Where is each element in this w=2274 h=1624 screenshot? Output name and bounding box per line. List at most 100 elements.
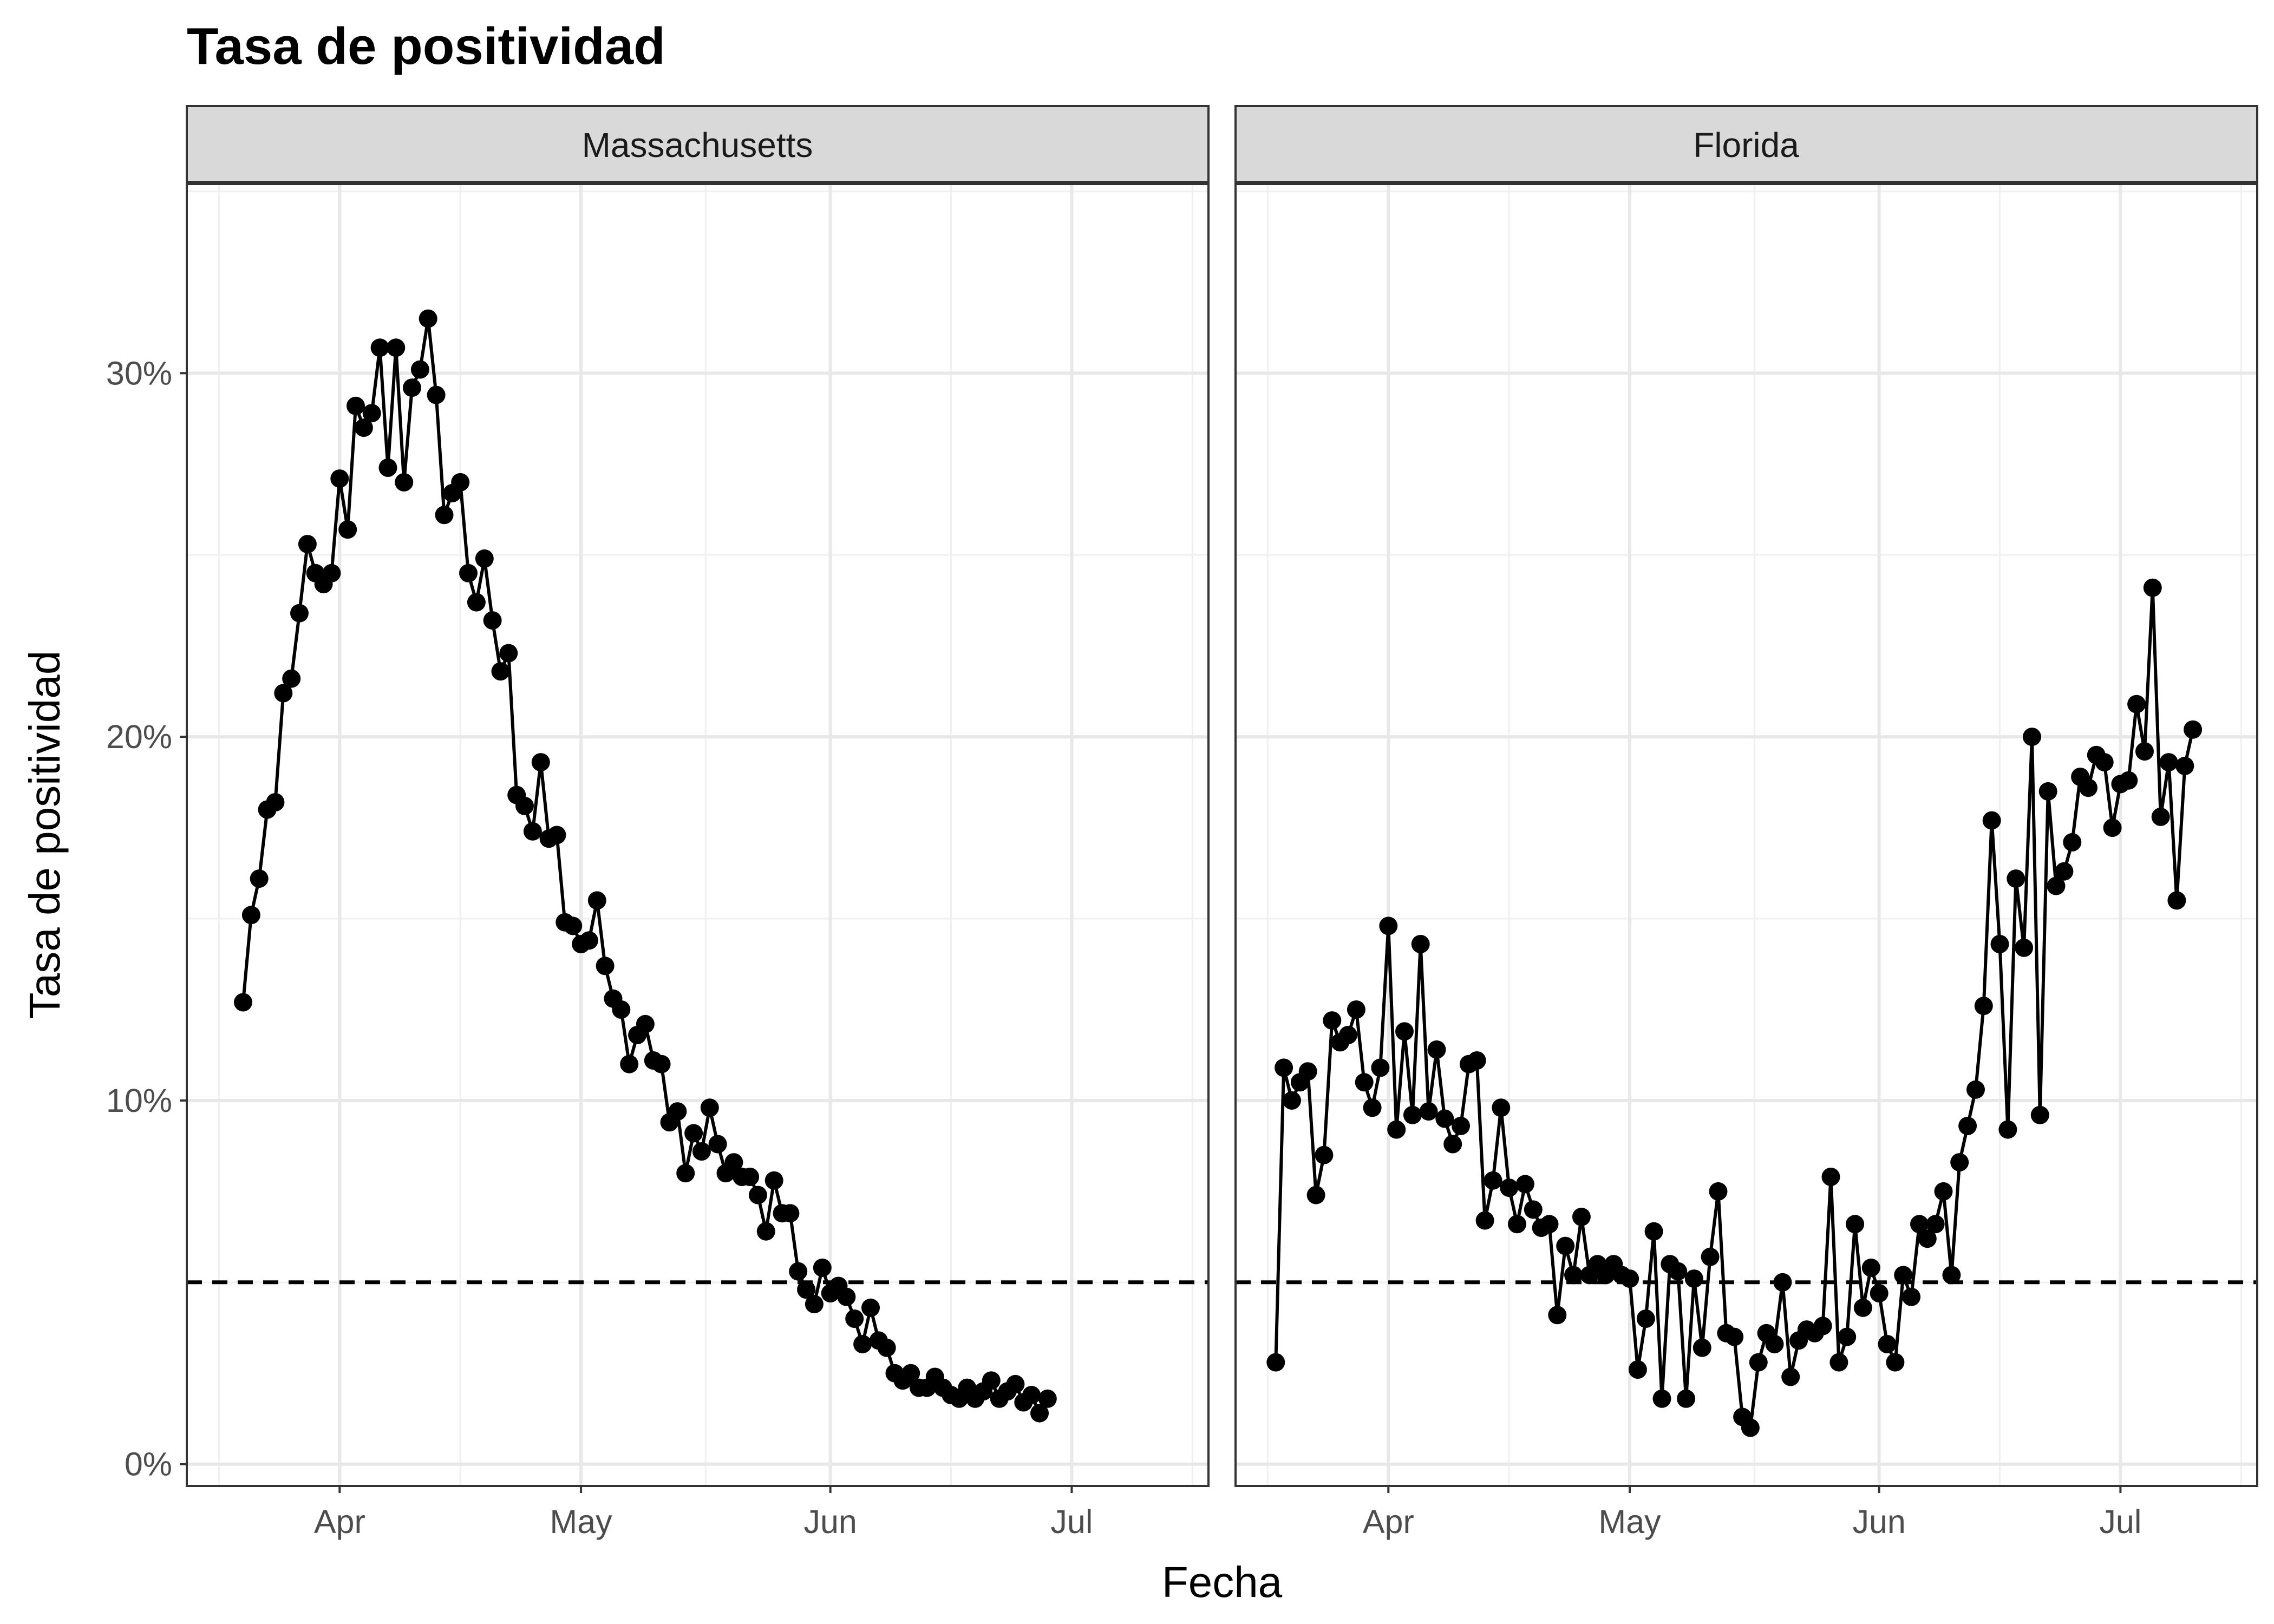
data-point	[781, 1204, 800, 1223]
data-point	[1701, 1247, 1720, 1266]
data-point	[1926, 1215, 1945, 1234]
x-axis-ticks-florida: Apr May Jun Jul	[1363, 1486, 2141, 1540]
data-point	[700, 1098, 719, 1117]
data-point	[1942, 1266, 1961, 1285]
data-point	[1821, 1168, 1840, 1186]
data-point	[2135, 742, 2154, 761]
data-point	[298, 535, 317, 554]
data-point	[322, 564, 341, 582]
data-point	[1548, 1306, 1567, 1325]
data-point	[2055, 862, 2074, 881]
data-point	[708, 1135, 727, 1154]
data-point	[282, 669, 301, 688]
x-axis-ticks-massachusetts: Apr May Jun Jul	[314, 1486, 1093, 1540]
data-point	[1934, 1182, 1953, 1201]
data-point	[1452, 1116, 1470, 1135]
data-point	[1902, 1287, 1921, 1306]
data-point	[2151, 807, 2170, 826]
data-point	[451, 473, 470, 492]
data-point	[547, 826, 566, 844]
data-point	[2159, 753, 2178, 772]
data-point	[1982, 811, 2001, 830]
data-point	[1323, 1011, 1342, 1030]
data-point	[668, 1102, 687, 1121]
data-point	[1572, 1207, 1591, 1226]
x-tick-label: Apr	[1363, 1503, 1414, 1540]
data-point	[1515, 1175, 1534, 1194]
y-tick-label: 10%	[106, 1082, 172, 1119]
strip-label-florida: Florida	[1693, 126, 1799, 165]
data-point	[1355, 1073, 1374, 1092]
data-point	[1435, 1109, 1454, 1128]
data-point	[1669, 1262, 1688, 1281]
data-point	[395, 473, 414, 492]
data-point	[877, 1338, 896, 1357]
data-point	[1950, 1153, 1969, 1172]
x-tick-label: Jun	[803, 1503, 857, 1540]
data-point	[2030, 1105, 2049, 1124]
data-point	[523, 822, 542, 841]
data-point	[410, 360, 429, 379]
data-point	[1829, 1353, 1848, 1372]
data-point	[2095, 753, 2114, 772]
series-points-florida	[1266, 578, 2203, 1437]
data-point	[764, 1171, 783, 1190]
x-axis-title: Fecha	[1162, 1558, 1283, 1606]
strip-florida	[1234, 105, 2258, 183]
data-point	[491, 662, 510, 681]
panel-grid	[1236, 184, 2257, 1486]
data-point	[1628, 1360, 1647, 1379]
data-point	[676, 1164, 695, 1183]
data-point	[2119, 771, 2138, 790]
data-point	[684, 1124, 703, 1143]
data-point	[1861, 1258, 1880, 1277]
data-point	[1443, 1135, 1462, 1154]
data-point	[2023, 728, 2041, 746]
data-point	[1974, 997, 1993, 1016]
x-tick-label: Jun	[1852, 1503, 1905, 1540]
data-point	[845, 1309, 864, 1328]
data-point	[1500, 1178, 1519, 1197]
data-point	[1556, 1236, 1575, 1255]
data-point	[1475, 1211, 1494, 1230]
data-point	[797, 1280, 816, 1299]
data-point	[1838, 1327, 1857, 1346]
data-point	[1387, 1120, 1406, 1139]
data-point	[2007, 869, 2025, 888]
data-point	[1315, 1145, 1334, 1164]
data-point	[1918, 1229, 1937, 1248]
data-point	[2175, 756, 2194, 775]
data-point	[1298, 1062, 1317, 1081]
data-point	[2015, 938, 2034, 957]
data-point	[1403, 1105, 1422, 1124]
x-tick-label: May	[1598, 1503, 1661, 1540]
data-point	[1524, 1200, 1543, 1219]
data-point	[1467, 1051, 1486, 1070]
data-point	[427, 385, 446, 404]
y-tick-label: 0%	[125, 1446, 172, 1483]
data-point	[837, 1287, 856, 1306]
panel-border	[186, 183, 1210, 1487]
x-tick-label: Jul	[2099, 1503, 2141, 1540]
data-point	[1636, 1309, 1655, 1328]
data-point	[853, 1335, 872, 1353]
data-point	[338, 520, 357, 539]
data-point	[234, 993, 252, 1012]
data-point	[362, 404, 381, 423]
data-point	[587, 891, 606, 910]
data-point	[1725, 1327, 1744, 1346]
data-point	[435, 506, 454, 525]
data-point	[1990, 935, 2009, 953]
data-point	[1427, 1040, 1446, 1059]
data-point	[459, 564, 478, 582]
data-point	[1266, 1353, 1285, 1372]
data-point	[901, 1364, 920, 1383]
data-point	[620, 1055, 639, 1073]
panel-florida: Florida Apr May Jun Jul	[1234, 105, 2258, 1540]
data-point	[241, 906, 260, 925]
x-tick-label: May	[550, 1503, 612, 1540]
data-point	[1910, 1215, 1929, 1234]
data-point	[1379, 916, 1398, 935]
data-point	[861, 1298, 880, 1317]
